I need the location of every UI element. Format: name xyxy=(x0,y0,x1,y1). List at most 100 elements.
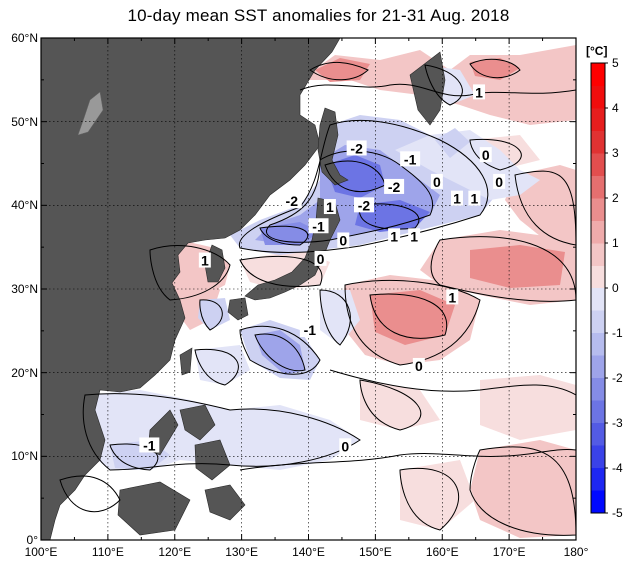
contour-label-bg xyxy=(308,218,329,234)
colorbar-label: -5 xyxy=(612,506,623,520)
colorbar-swatch xyxy=(591,265,605,289)
colorbar xyxy=(590,62,608,514)
contour-label-bg xyxy=(198,252,211,268)
contour-label-bg xyxy=(299,321,320,337)
contour-label: 1 xyxy=(470,191,478,207)
lon-label: 130°E xyxy=(225,545,259,559)
contour-label-bg xyxy=(384,178,405,194)
contour-label: -2 xyxy=(286,193,299,209)
contour-label: 0 xyxy=(415,358,423,374)
lat-label: 20°N xyxy=(11,365,38,380)
colorbar-label: 2 xyxy=(612,191,619,205)
contour-label: -1 xyxy=(404,151,417,167)
colorbar-swatch xyxy=(591,108,605,131)
colorbar-swatch xyxy=(591,333,605,356)
colorbar-swatch xyxy=(591,63,605,86)
contour-label-bg xyxy=(430,173,443,189)
colorbar-label: 4 xyxy=(612,101,619,115)
contour-label: 1 xyxy=(326,199,334,215)
map-title: 10-day mean SST anomalies for 21-31 Aug.… xyxy=(127,6,510,25)
colorbar-swatch xyxy=(591,445,605,469)
colorbar-label: -1 xyxy=(612,326,623,340)
colorbar-swatch xyxy=(591,400,605,424)
colorbar-label: 1 xyxy=(612,236,619,250)
colorbar-swatch xyxy=(591,490,605,514)
lat-label: 0° xyxy=(26,533,38,547)
contour-label-bg xyxy=(450,190,463,206)
contour-label: -1 xyxy=(143,437,156,453)
contour-label: 1 xyxy=(475,84,483,100)
lat-label: 50°N xyxy=(11,114,38,129)
contour-label-bg xyxy=(412,357,425,373)
warm-anomaly-patches xyxy=(150,45,576,538)
lat-lon-grid xyxy=(41,38,576,540)
contour-label: 0 xyxy=(341,438,349,454)
contour-label-bg xyxy=(337,232,350,248)
colorbar-swatch xyxy=(591,130,605,154)
contour-label: 1 xyxy=(410,228,418,244)
contour-label-bg xyxy=(388,228,401,244)
lon-label: 150°E xyxy=(358,545,392,559)
colorbar-unit: [°C] xyxy=(586,44,608,58)
colorbar-swatch xyxy=(591,175,605,199)
contour-label-bg xyxy=(473,84,486,100)
contour-label: 0 xyxy=(317,251,325,267)
colorbar-label: -4 xyxy=(612,461,623,475)
lakes xyxy=(77,91,104,136)
contour-label-bg xyxy=(493,173,506,189)
colorbar-label: 3 xyxy=(612,146,619,160)
colorbar-label: -3 xyxy=(612,416,623,430)
contour-label-bg xyxy=(400,151,421,167)
contour-label-bg xyxy=(446,289,459,305)
contour-label-bg xyxy=(314,250,327,266)
contour-label: 1 xyxy=(453,191,461,207)
contour-label-bg xyxy=(281,193,302,209)
contour-label: 1 xyxy=(201,253,209,269)
contour-label: 1 xyxy=(448,289,456,305)
colorbar-swatch xyxy=(591,243,605,266)
contour-label-bg xyxy=(408,228,421,244)
colorbar-label: -2 xyxy=(612,371,623,385)
lon-label: 120°E xyxy=(158,545,192,559)
lon-label: 140°E xyxy=(292,545,325,559)
lat-label: 10°N xyxy=(11,449,38,464)
colorbar-swatch xyxy=(591,288,605,311)
contour-label: 0 xyxy=(339,232,347,248)
contour-label: 0 xyxy=(433,174,441,190)
contour-label: -2 xyxy=(350,140,363,156)
lat-label: 40°N xyxy=(11,198,38,213)
colorbar-swatch xyxy=(591,198,605,221)
contour-label: 0 xyxy=(495,174,503,190)
colorbar-swatch xyxy=(591,468,605,491)
contour-label: 0 xyxy=(482,147,490,163)
contour-label: -2 xyxy=(388,179,401,195)
contour-label: -1 xyxy=(312,218,325,234)
axis-ticks xyxy=(40,37,577,541)
contour-label-bg xyxy=(346,140,367,156)
contour-label-bg xyxy=(479,147,492,163)
colorbar-swatch xyxy=(591,153,605,176)
contour-label-bg xyxy=(323,199,336,215)
lon-label: 180° xyxy=(563,545,589,559)
lon-label: 160°E xyxy=(425,545,459,559)
lat-label: 30°N xyxy=(11,282,38,296)
contour-lines xyxy=(59,58,576,536)
colorbar-swatch xyxy=(591,220,605,244)
lon-label: 110°E xyxy=(91,545,124,559)
contour-label-bg xyxy=(139,437,160,453)
contour-label: 1 xyxy=(390,228,398,244)
colorbar-swatch xyxy=(591,85,605,109)
colorbar-label: 0 xyxy=(612,281,619,295)
colorbar-swatch xyxy=(591,378,605,401)
colorbar-swatch xyxy=(591,355,605,379)
colorbar-label: 5 xyxy=(612,56,619,70)
lon-label: 170°E xyxy=(492,545,526,559)
colorbar-swatch xyxy=(591,423,605,446)
contour-label-bg xyxy=(354,197,375,213)
lon-label: 100°E xyxy=(24,545,58,559)
contour-label: -1 xyxy=(304,322,317,338)
contour-label-bg xyxy=(468,190,481,206)
lat-label: 60°N xyxy=(11,31,38,45)
